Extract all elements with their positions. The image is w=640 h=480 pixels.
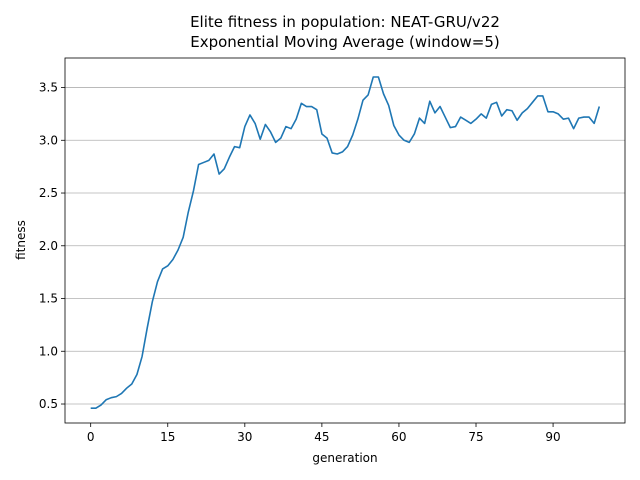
y-tick-label: 2.5 — [39, 186, 58, 200]
series-line — [90, 76, 601, 410]
grid-lines — [65, 87, 625, 405]
y-tick-label: 2.0 — [39, 239, 58, 253]
x-tick-label: 30 — [237, 430, 252, 444]
plot-series — [90, 76, 601, 410]
x-tick-label: 45 — [314, 430, 329, 444]
y-tick-label: 3.5 — [39, 81, 58, 95]
x-tick-label: 60 — [391, 430, 406, 444]
y-axis-label: fitness — [14, 220, 28, 260]
y-tick-label: 0.5 — [39, 397, 58, 411]
y-tick-label: 1.0 — [39, 344, 58, 358]
chart-title: Elite fitness in population: NEAT-GRU/v2… — [190, 13, 500, 31]
x-tick-label: 15 — [160, 430, 175, 444]
x-axis-label: generation — [312, 451, 377, 465]
y-tick-label: 1.5 — [39, 292, 58, 306]
chart-subtitle: Exponential Moving Average (window=5) — [190, 33, 500, 51]
x-axis: 0 15 30 45 60 75 90 — [87, 423, 561, 444]
x-tick-label: 90 — [545, 430, 560, 444]
plot-frame — [64, 57, 626, 424]
y-tick-label: 3.0 — [39, 133, 58, 147]
x-tick-label: 75 — [468, 430, 483, 444]
x-tick-label: 0 — [87, 430, 95, 444]
y-axis: 0.5 1.0 1.5 2.0 2.5 3.0 3.5 — [39, 81, 65, 411]
